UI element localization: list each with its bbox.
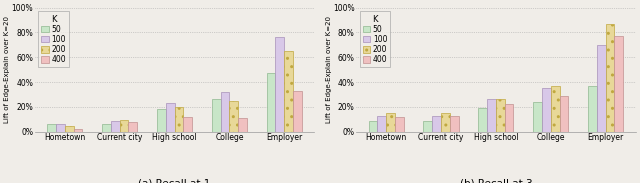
- Bar: [175, 107, 183, 132]
- Bar: [221, 92, 229, 132]
- Legend: 50, 100, 200, 400: 50, 100, 200, 400: [360, 12, 390, 67]
- Legend: 50, 100, 200, 400: 50, 100, 200, 400: [38, 12, 69, 67]
- Bar: [56, 124, 65, 132]
- Bar: [496, 99, 505, 132]
- Bar: [432, 116, 441, 132]
- Bar: [588, 86, 597, 132]
- Bar: [267, 73, 275, 132]
- Bar: [542, 88, 551, 132]
- Bar: [478, 108, 487, 132]
- Bar: [597, 45, 605, 132]
- Bar: [614, 36, 623, 132]
- Bar: [284, 51, 293, 132]
- Y-axis label: Lift of Edge-Explain over K=20: Lift of Edge-Explain over K=20: [326, 16, 332, 123]
- Bar: [65, 126, 74, 132]
- Bar: [386, 113, 395, 132]
- Bar: [424, 121, 432, 132]
- Bar: [605, 24, 614, 132]
- Bar: [275, 38, 284, 132]
- Bar: [369, 121, 378, 132]
- Bar: [487, 100, 496, 132]
- Bar: [559, 96, 568, 132]
- Bar: [450, 116, 459, 132]
- Bar: [129, 122, 137, 132]
- Text: (b) Recall at 3: (b) Recall at 3: [460, 179, 532, 183]
- Bar: [102, 124, 111, 132]
- Bar: [166, 103, 175, 132]
- Bar: [74, 129, 83, 132]
- Bar: [212, 100, 221, 132]
- Bar: [293, 91, 302, 132]
- Bar: [533, 102, 542, 132]
- Bar: [229, 101, 238, 132]
- Bar: [395, 117, 404, 132]
- Bar: [378, 116, 386, 132]
- Bar: [238, 118, 247, 132]
- Bar: [441, 113, 450, 132]
- Bar: [47, 124, 56, 132]
- Text: (a) Recall at 1: (a) Recall at 1: [138, 179, 211, 183]
- Y-axis label: Lift of Edge-Explain over K=20: Lift of Edge-Explain over K=20: [4, 16, 10, 123]
- Bar: [183, 117, 192, 132]
- Bar: [157, 109, 166, 132]
- Bar: [120, 120, 129, 132]
- Bar: [505, 104, 513, 132]
- Bar: [111, 121, 120, 132]
- Bar: [551, 86, 559, 132]
